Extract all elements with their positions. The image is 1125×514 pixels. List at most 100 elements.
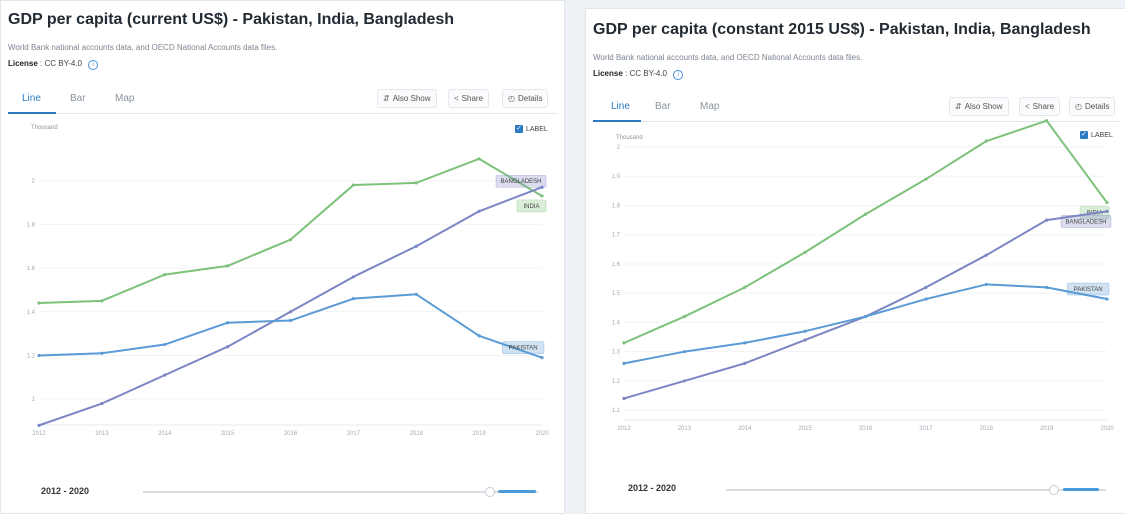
tab-bar-chart[interactable]: Bar — [70, 93, 86, 104]
data-point-bangladesh[interactable] — [414, 244, 418, 248]
y-tick-label: 1.1 — [612, 408, 621, 414]
data-point-india[interactable] — [100, 299, 104, 303]
data-point-bangladesh[interactable] — [1105, 209, 1109, 213]
info-icon[interactable]: i — [88, 60, 99, 70]
data-point-pakistan[interactable] — [622, 361, 626, 365]
tab-line[interactable]: Line — [22, 93, 41, 104]
series-line-bangladesh[interactable] — [38, 186, 543, 427]
data-point-bangladesh[interactable] — [984, 253, 988, 257]
data-point-pakistan[interactable] — [351, 297, 355, 301]
range-slider-track[interactable] — [726, 489, 1106, 491]
data-point-pakistan[interactable] — [414, 292, 418, 296]
data-point-india[interactable] — [540, 194, 544, 198]
details-button[interactable]: ◴ Details — [1069, 97, 1116, 116]
data-point-pakistan[interactable] — [743, 341, 747, 345]
series-line-pakistan[interactable] — [38, 293, 543, 359]
range-slider-handle[interactable] — [485, 487, 495, 497]
checkbox-checked-icon[interactable]: ✓ — [515, 125, 523, 133]
series-line-india[interactable] — [623, 119, 1108, 344]
data-point-pakistan[interactable] — [803, 329, 807, 333]
data-point-india[interactable] — [226, 264, 230, 268]
data-point-pakistan[interactable] — [100, 351, 104, 355]
data-point-pakistan[interactable] — [1105, 297, 1109, 301]
data-point-pakistan[interactable] — [37, 353, 41, 358]
tab-map[interactable]: Map — [700, 101, 720, 112]
y-tick-label: 1 — [32, 397, 36, 403]
data-point-pakistan[interactable] — [682, 350, 686, 354]
data-point-india[interactable] — [924, 177, 928, 181]
data-point-india[interactable] — [803, 250, 807, 254]
label-toggle[interactable]: ✓ LABEL — [1080, 131, 1113, 139]
share-button[interactable]: < Share — [448, 89, 490, 108]
data-point-india[interactable] — [682, 314, 686, 319]
also-show-button[interactable]: ⇵ Also Show — [377, 89, 437, 108]
range-slider-fill[interactable] — [498, 490, 536, 493]
data-point-india[interactable] — [622, 341, 626, 345]
data-point-pakistan[interactable] — [924, 297, 928, 301]
data-point-india[interactable] — [1045, 119, 1049, 123]
share-icon: < — [1025, 102, 1030, 111]
data-point-bangladesh[interactable] — [351, 275, 355, 279]
details-button[interactable]: ◴ Details — [502, 89, 549, 108]
info-icon[interactable]: i — [673, 70, 684, 80]
data-point-india[interactable] — [1105, 200, 1109, 205]
date-range-label: 2012 - 2020 — [41, 486, 90, 496]
also-show-button[interactable]: ⇵ Also Show — [949, 97, 1009, 116]
data-point-bangladesh[interactable] — [163, 373, 167, 377]
label-toggle[interactable]: ✓ LABEL — [515, 125, 548, 133]
tab-bar-chart[interactable]: Bar — [655, 101, 671, 112]
details-label: Details — [517, 94, 543, 103]
y-tick-label: 1.2 — [612, 379, 621, 385]
tab-map[interactable]: Map — [115, 93, 135, 104]
checkbox-checked-icon[interactable]: ✓ — [1080, 131, 1088, 139]
tab-line[interactable]: Line — [611, 101, 630, 112]
data-point-india[interactable] — [351, 183, 355, 187]
sort-icon: ⇵ — [955, 102, 962, 111]
data-point-bangladesh[interactable] — [682, 379, 686, 383]
range-slider-fill[interactable] — [1063, 488, 1099, 491]
x-tick-label: 2016 — [284, 431, 298, 437]
y-tick-label: 1.8 — [612, 203, 621, 209]
data-point-bangladesh[interactable] — [288, 310, 293, 314]
data-point-bangladesh[interactable] — [100, 401, 104, 406]
chart-panel-constant-usd: GDP per capita (constant 2015 US$) - Pak… — [585, 8, 1125, 514]
data-point-pakistan[interactable] — [226, 321, 230, 325]
x-tick-label: 2013 — [95, 431, 109, 437]
data-point-bangladesh[interactable] — [37, 423, 41, 427]
y-tick-label: 1.4 — [27, 310, 36, 316]
data-point-india[interactable] — [37, 301, 41, 305]
data-point-pakistan[interactable] — [288, 318, 293, 323]
data-point-bangladesh[interactable] — [226, 345, 230, 349]
data-point-pakistan[interactable] — [1045, 285, 1049, 289]
data-point-bangladesh[interactable] — [924, 285, 928, 289]
share-label: Share — [1032, 102, 1055, 111]
data-point-bangladesh[interactable] — [477, 209, 481, 213]
data-point-pakistan[interactable] — [163, 342, 167, 347]
data-point-india[interactable] — [984, 139, 988, 143]
range-slider-handle[interactable] — [1049, 485, 1059, 495]
line-chart: Thousand 1 1.2 1.4 1.6 1.8 2 2012 2013 2014 2015 20… — [27, 125, 550, 437]
data-point-bangladesh[interactable] — [803, 338, 807, 342]
data-point-bangladesh[interactable] — [743, 361, 747, 365]
also-show-label: Also Show — [392, 94, 431, 103]
share-button[interactable]: < Share — [1019, 97, 1061, 116]
series-line-bangladesh[interactable] — [623, 210, 1108, 400]
data-point-india[interactable] — [743, 285, 747, 289]
data-point-pakistan[interactable] — [863, 314, 868, 319]
data-point-pakistan[interactable] — [984, 282, 988, 287]
data-point-india[interactable] — [163, 273, 167, 277]
data-point-bangladesh[interactable] — [622, 396, 626, 401]
panel-title: GDP per capita (current US$) - Pakistan,… — [8, 11, 455, 28]
range-slider-track[interactable] — [143, 491, 538, 493]
data-point-bangladesh[interactable] — [1045, 218, 1049, 222]
x-tick-label: 2018 — [410, 431, 424, 437]
source-note: World Bank national accounts data, and O… — [593, 53, 863, 62]
data-point-india[interactable] — [477, 157, 481, 161]
data-point-pakistan[interactable] — [540, 356, 544, 360]
data-point-india[interactable] — [288, 238, 293, 242]
license-value: : CC BY-4.0 — [625, 69, 667, 78]
share-icon: < — [454, 94, 459, 103]
data-point-india[interactable] — [863, 212, 868, 216]
data-point-pakistan[interactable] — [477, 334, 481, 338]
data-point-india[interactable] — [414, 181, 418, 185]
